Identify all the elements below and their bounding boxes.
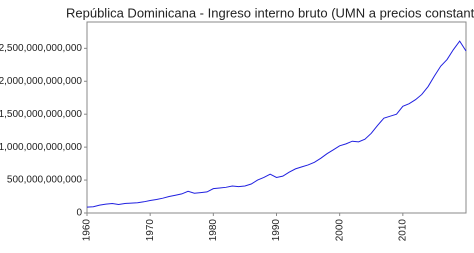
y-tick-label: 2,500,000,000,000: [0, 43, 82, 54]
chart-title: República Dominicana - Ingreso interno b…: [66, 5, 474, 20]
y-tick-label: 500,000,000,000: [7, 175, 83, 186]
y-tick-label: 1,500,000,000,000: [0, 109, 82, 120]
x-tick-label: 2010: [397, 219, 408, 242]
y-tick-label: 2,000,000,000,000: [0, 76, 82, 87]
x-tick-label: 1990: [271, 219, 282, 242]
x-tick-label: 2000: [334, 219, 345, 242]
x-tick-label: 1960: [82, 219, 93, 242]
x-tick-label: 1980: [208, 219, 219, 242]
plot-frame: [86, 21, 467, 214]
y-tick-label: 1,000,000,000,000: [0, 142, 82, 153]
y-tick-label: 0: [76, 208, 82, 219]
line: [86, 40, 467, 208]
x-tick-label: 1970: [145, 219, 156, 242]
